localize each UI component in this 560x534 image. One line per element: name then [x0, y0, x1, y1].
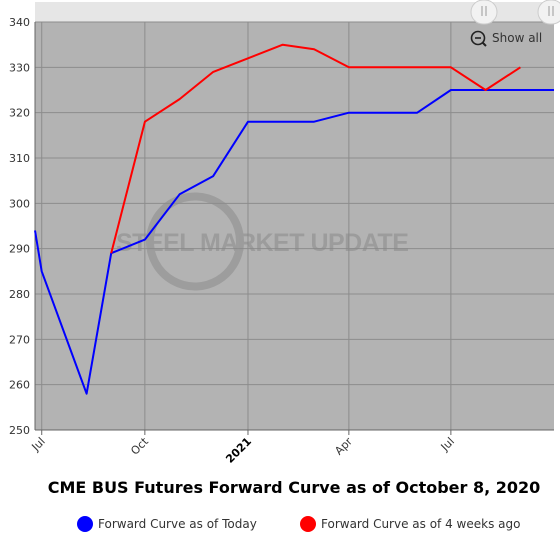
- chart-title: CME BUS Futures Forward Curve as of Octo…: [48, 478, 541, 497]
- data-point[interactable]: [40, 269, 44, 273]
- x-tick-label: Oct: [128, 434, 151, 457]
- y-tick-label: 310: [9, 152, 30, 165]
- data-point[interactable]: [415, 111, 419, 115]
- zoom-out-icon: [470, 30, 486, 46]
- data-point[interactable]: [281, 43, 285, 47]
- navigator-handle-right[interactable]: [537, 0, 560, 25]
- data-point[interactable]: [484, 88, 488, 92]
- data-point[interactable]: [518, 88, 522, 92]
- series-line-4-weeks-ago[interactable]: [110, 43, 521, 254]
- x-tick-label: Jul: [29, 435, 48, 454]
- x-axis: Jul Oct 2021 Apr Jul: [29, 429, 554, 466]
- data-point[interactable]: [246, 56, 250, 60]
- series-line-today[interactable]: [34, 89, 554, 395]
- data-point[interactable]: [380, 111, 384, 115]
- legend-label-4-weeks-ago: Forward Curve as of 4 weeks ago: [321, 517, 520, 531]
- legend-marker-4-weeks-ago: [300, 516, 316, 532]
- data-point[interactable]: [380, 65, 384, 69]
- legend-marker-today: [77, 516, 93, 532]
- y-tick-label: 270: [9, 333, 30, 346]
- data-point[interactable]: [211, 70, 215, 74]
- data-point[interactable]: [347, 111, 351, 115]
- y-tick-label: 300: [9, 197, 30, 210]
- x-tick-label: Jul: [438, 435, 457, 454]
- watermark-text: STEEL MARKET UPDATE: [116, 229, 408, 257]
- x-tick-label: 2021: [223, 435, 254, 466]
- data-point[interactable]: [518, 65, 522, 69]
- data-point[interactable]: [552, 88, 556, 92]
- data-point[interactable]: [312, 120, 316, 124]
- data-point[interactable]: [211, 174, 215, 178]
- data-point[interactable]: [143, 238, 147, 242]
- y-tick-label: 330: [9, 61, 30, 74]
- data-point[interactable]: [246, 120, 250, 124]
- navigator-band: [35, 2, 554, 22]
- legend-item-today[interactable]: Forward Curve as of Today: [77, 516, 257, 532]
- data-point[interactable]: [85, 392, 89, 396]
- navigator-handle-left[interactable]: [470, 0, 498, 25]
- data-point[interactable]: [178, 97, 182, 101]
- data-point[interactable]: [415, 65, 419, 69]
- legend-label-today: Forward Curve as of Today: [98, 517, 257, 531]
- y-tick-label: 340: [9, 16, 30, 29]
- data-point[interactable]: [143, 120, 147, 124]
- show-all-button[interactable]: Show all: [470, 30, 543, 47]
- x-tick-label: Apr: [332, 435, 355, 458]
- y-tick-label: 280: [9, 288, 30, 301]
- data-point[interactable]: [312, 47, 316, 51]
- watermark-logo: STEEL MARKET UPDATE: [116, 192, 409, 291]
- data-point[interactable]: [347, 65, 351, 69]
- y-tick-label: 250: [9, 424, 30, 437]
- data-point[interactable]: [109, 251, 113, 255]
- y-axis: 250 260 270 280 290 300 310 320 330 340: [9, 16, 36, 437]
- show-all-label: Show all: [492, 31, 542, 45]
- data-point[interactable]: [281, 120, 285, 124]
- y-tick-label: 320: [9, 107, 30, 120]
- series-layer: [33, 43, 556, 396]
- legend: Forward Curve as of Today Forward Curve …: [77, 516, 520, 532]
- data-point[interactable]: [33, 229, 37, 233]
- y-tick-label: 260: [9, 379, 30, 392]
- legend-item-4-weeks-ago[interactable]: Forward Curve as of 4 weeks ago: [300, 516, 520, 532]
- data-point[interactable]: [449, 88, 453, 92]
- y-tick-label: 290: [9, 243, 30, 256]
- data-point[interactable]: [449, 65, 453, 69]
- data-point[interactable]: [178, 192, 182, 196]
